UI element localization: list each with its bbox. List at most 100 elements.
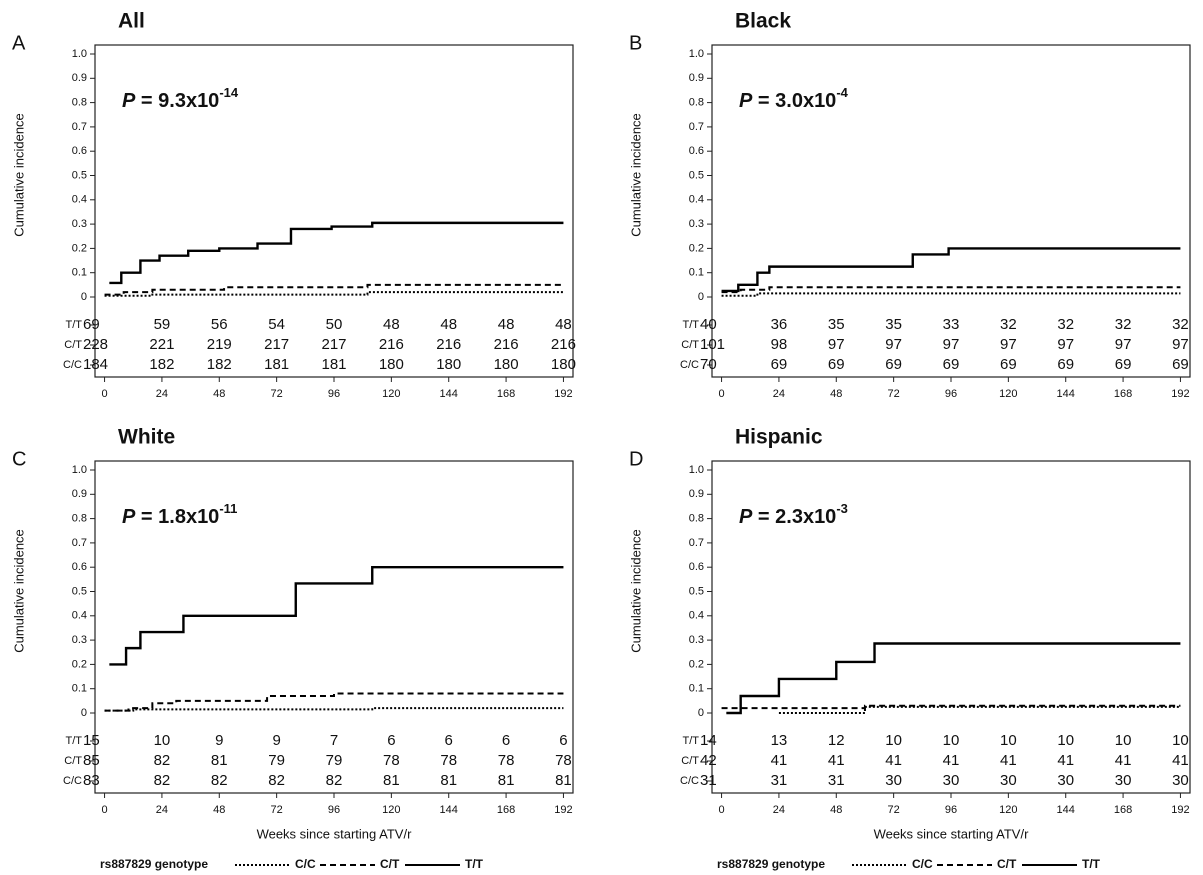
risk-count: 30 — [943, 772, 960, 789]
risk-count: 217 — [264, 336, 289, 353]
risk-count: 180 — [436, 356, 461, 373]
risk-count: 70 — [700, 356, 717, 373]
risk-row-label: C/C — [63, 359, 82, 371]
risk-count: 10 — [885, 732, 902, 749]
x-tick-label: 72 — [888, 804, 900, 816]
y-tick-label: 0.6 — [72, 145, 87, 157]
risk-row-label: C/T — [681, 755, 699, 767]
y-tick-label: 0.5 — [72, 585, 87, 597]
y-tick-label: 0.6 — [72, 561, 87, 573]
risk-count: 35 — [828, 316, 845, 333]
panel: B Black 0 0.1 0.2 0.3 0.4 0.5 0.6 0.7 0.8 0.9 1.0 Cum… — [628, 10, 1191, 400]
risk-count: 14 — [700, 732, 717, 749]
x-axis-label: Weeks since starting ATV/r — [874, 826, 1030, 841]
x-tick-label: 72 — [888, 388, 900, 400]
risk-count: 30 — [885, 772, 902, 789]
km-curve — [109, 221, 564, 285]
panel-letter: A — [12, 32, 26, 54]
risk-row-label: T/T — [683, 319, 700, 331]
x-tick-label: 192 — [554, 804, 572, 816]
p-text: = 3.0x10 — [752, 90, 836, 112]
y-tick-label: 0 — [698, 291, 704, 303]
y-tick-label: 0.7 — [689, 537, 704, 549]
risk-count: 30 — [1172, 772, 1189, 789]
legend-label: C/C — [912, 857, 933, 871]
x-tick-label: 120 — [382, 804, 400, 816]
risk-count: 41 — [1115, 752, 1132, 769]
panel: C White 0 0.1 0.2 0.3 0.4 0.5 0.6 0.7 0.8 0.9 1.0 Cum… — [11, 426, 574, 871]
risk-count: 9 — [272, 732, 280, 749]
risk-count: 101 — [700, 336, 725, 353]
y-tick-label: 0.1 — [72, 267, 87, 279]
km-curve — [109, 566, 564, 666]
x-tick-label: 24 — [773, 388, 785, 400]
km-curve — [104, 283, 564, 296]
risk-count: 32 — [1057, 316, 1074, 333]
risk-row-label: T/T — [66, 319, 83, 331]
risk-count: 41 — [1057, 752, 1074, 769]
risk-count: 15 — [83, 732, 100, 749]
risk-count: 30 — [1057, 772, 1074, 789]
risk-count: 180 — [494, 356, 519, 373]
y-tick-label: 0.5 — [689, 169, 704, 181]
x-tick-label: 144 — [1057, 388, 1075, 400]
panel-title: Black — [735, 10, 791, 33]
y-tick-label: 0.9 — [689, 488, 704, 500]
risk-count: 216 — [494, 336, 519, 353]
x-tick-label: 24 — [156, 804, 168, 816]
km-curve — [721, 704, 1181, 710]
y-tick-label: 0.8 — [689, 513, 704, 525]
risk-count: 182 — [207, 356, 232, 373]
risk-count: 41 — [885, 752, 902, 769]
legend-label: C/C — [295, 857, 316, 871]
risk-count: 10 — [1057, 732, 1074, 749]
risk-count: 180 — [551, 356, 576, 373]
risk-count: 7 — [330, 732, 338, 749]
risk-count: 85 — [83, 752, 100, 769]
risk-row-label: C/C — [63, 775, 82, 787]
risk-count: 69 — [1172, 356, 1189, 373]
km-curve — [721, 292, 1181, 297]
legend-label: T/T — [465, 857, 484, 871]
risk-count: 98 — [771, 336, 788, 353]
risk-count: 31 — [771, 772, 788, 789]
x-tick-label: 168 — [497, 804, 515, 816]
p-exponent: -3 — [836, 501, 848, 516]
legend-title: rs887829 genotype — [717, 857, 825, 871]
y-tick-label: 0 — [698, 707, 704, 719]
p-text: = 2.3x10 — [752, 506, 836, 528]
legend-label: C/T — [997, 857, 1017, 871]
risk-count: 31 — [828, 772, 845, 789]
p-label: P — [122, 90, 136, 112]
risk-count: 31 — [700, 772, 717, 789]
risk-count: 69 — [943, 356, 960, 373]
risk-count: 36 — [771, 316, 788, 333]
p-exponent: -4 — [836, 85, 848, 100]
x-tick-label: 72 — [271, 804, 283, 816]
risk-count: 82 — [154, 772, 171, 789]
risk-count: 30 — [1115, 772, 1132, 789]
km-curve — [726, 642, 1181, 715]
risk-count: 48 — [498, 316, 515, 333]
risk-count: 69 — [771, 356, 788, 373]
legend-title: rs887829 genotype — [100, 857, 208, 871]
risk-row-label: T/T — [66, 735, 83, 747]
risk-row-label: C/T — [64, 339, 82, 351]
panel-title: All — [118, 10, 145, 33]
x-tick-label: 24 — [156, 388, 168, 400]
x-tick-label: 96 — [328, 388, 340, 400]
y-tick-label: 0.1 — [72, 683, 87, 695]
risk-count: 48 — [555, 316, 572, 333]
risk-count: 83 — [83, 772, 100, 789]
risk-count: 217 — [321, 336, 346, 353]
x-tick-label: 120 — [382, 388, 400, 400]
y-tick-label: 0.5 — [689, 585, 704, 597]
x-tick-label: 192 — [1171, 388, 1189, 400]
risk-count: 69 — [1115, 356, 1132, 373]
y-tick-label: 0.8 — [72, 513, 87, 525]
risk-count: 41 — [828, 752, 845, 769]
risk-count: 82 — [211, 772, 228, 789]
x-axis-label: Weeks since starting ATV/r — [257, 826, 413, 841]
risk-count: 216 — [551, 336, 576, 353]
x-tick-label: 24 — [773, 804, 785, 816]
